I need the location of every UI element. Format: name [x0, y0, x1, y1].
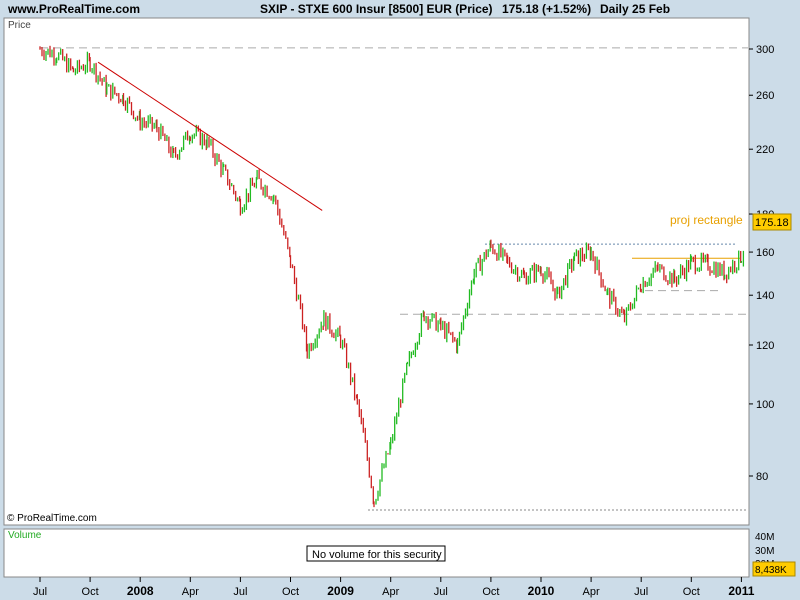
proj-rectangle-label: proj rectangle [670, 213, 743, 227]
price-tick-label: 300 [756, 44, 774, 56]
x-tick-label: Oct [482, 586, 499, 598]
price-axis: 80100120140160180220260300 [749, 44, 774, 483]
x-tick-label: Jul [233, 586, 247, 598]
copyright-label: © ProRealTime.com [7, 513, 97, 524]
horizontal-levels [40, 47, 748, 511]
x-tick-label: Apr [182, 586, 199, 598]
price-tick-label: 260 [756, 90, 774, 102]
site-name[interactable]: www.ProRealTime.com [8, 2, 141, 16]
price-tick-label: 120 [756, 340, 774, 352]
x-tick-label: 2011 [728, 584, 754, 598]
price-candles [39, 45, 745, 508]
x-tick-label: 2009 [327, 584, 354, 598]
no-volume-text: No volume for this security [312, 549, 442, 561]
price-panel [3, 17, 750, 526]
price-tick-label: 160 [756, 247, 774, 259]
price-tick-label: 100 [756, 399, 774, 411]
x-tick-label: Jul [33, 586, 47, 598]
trendline[interactable] [97, 61, 323, 211]
x-tick-label: Apr [583, 586, 600, 598]
x-tick-label: 2010 [528, 584, 555, 598]
x-tick-label: Jul [634, 586, 648, 598]
last-price-badge [752, 213, 792, 231]
price-panel-label: Price [8, 20, 31, 31]
x-tick-label: Apr [382, 586, 399, 598]
price-change: 175.18 (+1.52%) [502, 2, 592, 16]
x-tick-label: Jul [434, 586, 448, 598]
price-tick-label: 80 [756, 471, 768, 483]
symbol-title: SXIP - STXE 600 Insur [8500] EUR (Price) [260, 2, 493, 16]
price-tick-label: 140 [756, 290, 774, 302]
period-label: Daily 25 Feb [600, 2, 671, 16]
price-tick-label: 220 [756, 144, 774, 156]
x-axis: Jul Oct 2008 Apr Jul Oct 2009 Apr Jul Oct 2010 Apr J… [33, 577, 755, 598]
chart-header: www.ProRealTime.com SXIP - STXE 600 Insu… [0, 0, 800, 18]
x-tick-label: 2008 [127, 584, 154, 598]
volume-tick-40m: 40M [755, 532, 774, 543]
last-volume-label: 8,438K [755, 565, 787, 576]
x-tick-label: Oct [82, 586, 99, 598]
volume-panel-label: Volume [8, 530, 42, 541]
x-tick-label: Oct [683, 586, 700, 598]
no-volume-box [306, 545, 446, 562]
last-price-label: 175.18 [755, 217, 789, 229]
x-tick-label: Oct [282, 586, 299, 598]
last-volume-badge [752, 561, 796, 577]
volume-tick-30m: 30M [755, 546, 774, 557]
